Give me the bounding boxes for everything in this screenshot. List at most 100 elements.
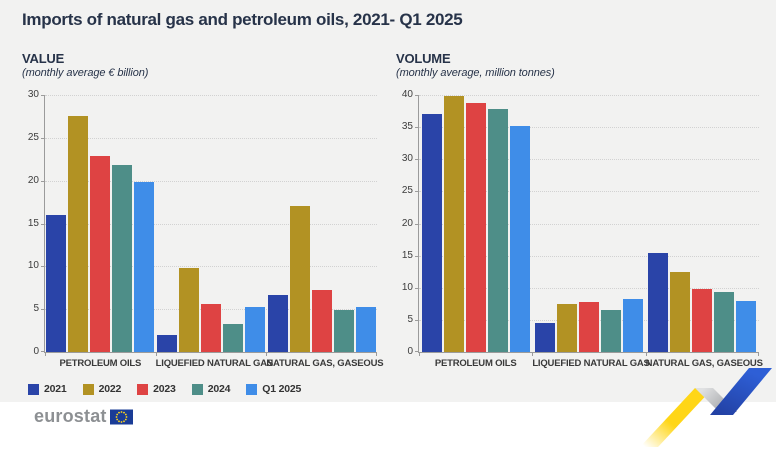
gridline: [419, 95, 759, 96]
y-axis-tick: [41, 223, 45, 225]
y-axis-tick-label: 20: [401, 217, 413, 229]
legend-item: 2021: [28, 383, 67, 395]
x-axis-tick: [155, 352, 157, 356]
bar-2022: [443, 96, 464, 352]
bar-2024: [487, 109, 508, 352]
bar-2024: [333, 310, 354, 352]
bar-2023: [311, 290, 332, 352]
bar-q1-2025: [736, 300, 757, 352]
y-axis-tick: [415, 255, 419, 257]
bar-q1-2025: [509, 126, 530, 352]
bar-2024: [223, 323, 243, 352]
value-chart-plot: 0 5 10 15 20 25 30 PETROLEUM OILS LIQUEFIED NATU…: [28, 89, 384, 369]
y-axis-tick-label: 40: [401, 89, 413, 100]
bar-2023: [692, 289, 713, 352]
bar-q1-2025: [245, 307, 265, 352]
y-axis-tick-label: 5: [407, 313, 413, 325]
bar-2021: [421, 114, 442, 352]
y-axis-tick: [415, 319, 419, 321]
x-axis-tick: [45, 352, 46, 356]
gridline: [45, 180, 377, 182]
y-axis-tick: [41, 309, 45, 311]
gridline: [45, 266, 377, 268]
y-axis-tick: [415, 159, 419, 161]
bar-2024: [714, 291, 735, 352]
legend-swatch-icon: [137, 383, 149, 395]
legend-label: Q1 2025: [262, 383, 302, 395]
y-axis-tick: [415, 351, 419, 352]
y-axis-tick-label: 10: [27, 260, 39, 272]
y-axis-tick: [415, 191, 419, 193]
category-label: PETROLEUM OILS: [59, 358, 142, 369]
bar-2023: [465, 103, 486, 352]
y-axis-tick-label: 5: [33, 303, 39, 315]
value-chart-subtitle: (monthly average € billion): [22, 67, 149, 79]
bar-2024: [601, 309, 621, 352]
gridline: [419, 255, 759, 257]
y-axis-tick: [41, 180, 45, 182]
category-label: LIQUEFIED NATURAL GAS: [532, 358, 650, 369]
y-axis-tick-label: 15: [401, 249, 413, 261]
eu-flag-icon: [109, 409, 133, 424]
x-axis-tick: [532, 352, 534, 356]
eurostat-logo: eurostat: [34, 406, 107, 426]
bar-2021: [648, 253, 669, 352]
bar-2022: [289, 206, 310, 352]
y-axis-tick: [41, 137, 45, 139]
volume-chart-title: VOLUME: [396, 51, 451, 66]
y-axis-tick: [41, 95, 45, 96]
bar-2022: [68, 115, 89, 352]
legend-item: 2023: [137, 383, 176, 395]
y-axis-tick: [415, 95, 419, 96]
legend-item: 2022: [82, 383, 122, 395]
gridline: [419, 127, 759, 129]
volume-chart-subtitle: (monthly average, million tonnes): [396, 67, 555, 79]
x-axis-tick: [645, 352, 647, 356]
bar-q1-2025: [623, 298, 643, 352]
bar-2021: [535, 323, 555, 352]
y-axis-tick: [41, 266, 45, 268]
gridline: [419, 191, 759, 193]
x-axis-tick: [266, 352, 268, 356]
legend-label: 2021: [44, 383, 67, 395]
legend-label: 2022: [98, 383, 122, 395]
legend-item: 2024: [191, 383, 231, 395]
x-axis-tick: [419, 352, 420, 356]
volume-chart-plot: 0 5 10 15 20 25 30 35 40 PETROLEUM OILS LIQUEFIED …: [402, 89, 763, 369]
gridline: [419, 159, 759, 161]
bar-2021: [46, 214, 67, 352]
bar-2023: [201, 304, 221, 352]
y-axis-tick-label: 30: [401, 153, 413, 165]
y-axis-tick-label: 35: [401, 121, 413, 133]
bar-2022: [557, 303, 577, 352]
bar-2021: [267, 295, 288, 352]
legend-swatch-icon: [28, 383, 39, 395]
legend-item: Q1 2025: [246, 383, 301, 395]
y-axis-tick: [415, 127, 419, 129]
bar-2022: [179, 268, 199, 352]
category-label: PETROLEUM OILS: [434, 358, 517, 369]
legend: 2021 2022 2023 2024 Q1 2025: [28, 383, 301, 395]
value-chart-title: VALUE: [22, 51, 65, 66]
y-axis-tick-label: 0: [407, 346, 413, 357]
gridline: [45, 137, 377, 139]
gridline: [419, 287, 759, 289]
y-axis-tick-label: 20: [27, 174, 39, 186]
bar-q1-2025: [134, 182, 155, 352]
x-axis-tick: [376, 352, 377, 356]
legend-label: 2023: [153, 383, 176, 395]
y-axis-tick-label: 25: [401, 185, 413, 197]
y-axis-tick-label: 25: [27, 131, 39, 143]
gridline: [45, 95, 377, 96]
legend-swatch-icon: [246, 383, 258, 395]
y-axis-tick-label: 15: [27, 217, 39, 229]
legend-label: 2024: [207, 383, 231, 395]
y-axis-tick-label: 10: [401, 281, 413, 293]
bar-2024: [112, 165, 133, 352]
gridline: [45, 223, 377, 225]
y-axis-tick: [41, 351, 45, 352]
bar-2023: [579, 301, 599, 352]
bar-2021: [157, 334, 177, 352]
bar-q1-2025: [355, 306, 376, 352]
category-label: NATURAL GAS, GASEOUS: [266, 358, 384, 369]
